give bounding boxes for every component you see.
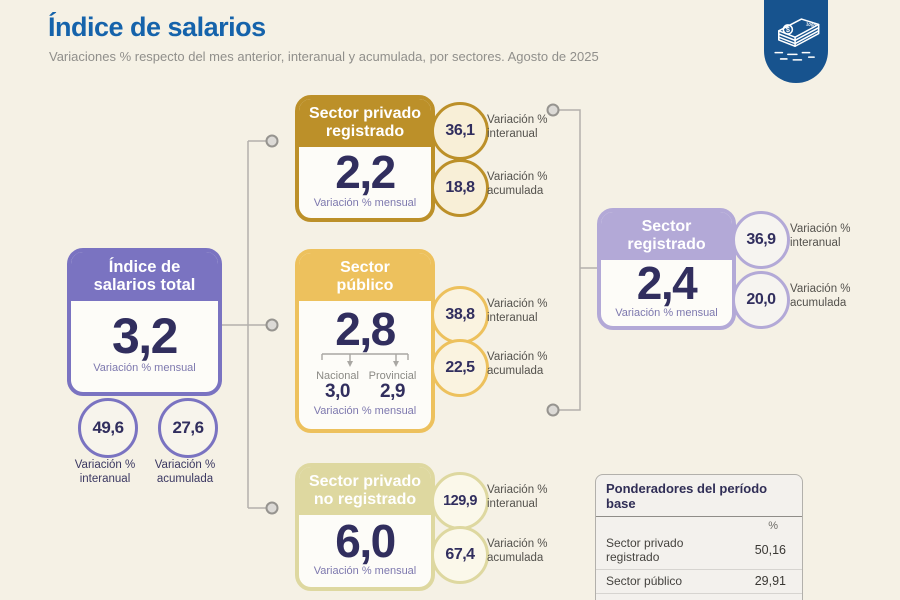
- sector-registrado-title: Sector registrado: [601, 212, 732, 260]
- sector-privado-registrado-box: Sector privado registrado 2,2 Variación …: [295, 95, 435, 222]
- provincial-value: 2,9: [380, 380, 405, 402]
- connector-dot: [546, 403, 560, 417]
- sector-publico-title: Sector público: [299, 253, 431, 301]
- connector-dot: [265, 501, 279, 515]
- registrado-interanual-circle: 36,9: [732, 211, 790, 269]
- privado-registrado-interanual-circle: 36,1: [431, 102, 489, 160]
- table-row: Sector privado no registrado 19,93: [596, 593, 802, 600]
- dollar-sign-glyph: $: [786, 25, 790, 34]
- privado-registrado-acumulada-circle: 18,8: [431, 159, 489, 217]
- provincial-column: Provincial 2,9: [365, 370, 420, 402]
- sector-privado-no-registrado-box: Sector privado no registrado 6,0 Variaci…: [295, 463, 435, 591]
- provincial-label: Provincial: [368, 369, 417, 382]
- no-registrado-interanual-circle: 129,9: [431, 472, 489, 530]
- registrado-monthly-label: Variación % mensual: [615, 307, 718, 320]
- total-interanual-circle: 49,6: [78, 398, 138, 458]
- breakdown-bracket: [321, 352, 409, 370]
- no-registrado-monthly-label: Variación % mensual: [313, 565, 417, 578]
- page-subtitle: Variaciones % respecto del mes anterior,…: [49, 49, 599, 64]
- privado-registrado-monthly-label: Variación % mensual: [313, 196, 417, 209]
- publico-breakdown: Nacional 3,0 Provincial 2,9: [310, 370, 420, 402]
- table-row: Sector privado registrado 50,16: [596, 532, 802, 569]
- no-registrado-interanual-label: Variación % interanual: [487, 484, 548, 510]
- registrado-acumulada-label: Variación % acumulada: [790, 283, 851, 309]
- nacional-value: 3,0: [325, 380, 350, 402]
- publico-interanual-label: Variación % interanual: [487, 298, 548, 324]
- publico-monthly-value: 2,8: [335, 303, 396, 356]
- total-monthly-value: 3,2: [111, 308, 179, 365]
- connector-dot: [546, 103, 560, 117]
- publico-acumulada-circle: 22,5: [431, 339, 489, 397]
- no-registrado-acumulada-label: Variación % acumulada: [487, 538, 548, 564]
- bill-denomination: 1000: [805, 21, 816, 28]
- registrado-acumulada-circle: 20,0: [732, 271, 790, 329]
- publico-interanual-circle: 38,8: [431, 286, 489, 344]
- row-value: 50,16: [754, 543, 786, 557]
- row-label: Sector público: [606, 574, 683, 588]
- total-interanual-label: Variación % interanual: [74, 459, 136, 486]
- nacional-column: Nacional 3,0: [310, 370, 365, 402]
- row-label: Sector privado registrado: [606, 536, 684, 564]
- sector-privado-no-registrado-title: Sector privado no registrado: [299, 467, 431, 515]
- connector-dot: [265, 318, 279, 332]
- nacional-label: Nacional: [316, 369, 359, 382]
- table-row: Sector público 29,91: [596, 569, 802, 593]
- no-registrado-acumulada-circle: 67,4: [431, 526, 489, 584]
- privado-registrado-monthly-value: 2,2: [335, 146, 396, 199]
- sector-publico-box: Sector público 2,8 Nacional 3,0 Provinci…: [295, 249, 435, 433]
- row-label: Sector privado no registrado: [606, 598, 743, 600]
- total-acumulada-circle: 27,6: [158, 398, 218, 458]
- sector-privado-registrado-title: Sector privado registrado: [299, 99, 431, 147]
- ponderadores-title: Ponderadores del período base: [596, 475, 802, 517]
- total-monthly-label: Variación % mensual: [93, 362, 196, 375]
- total-index-box: Índice de salarios total 3,2 Variación %…: [67, 248, 222, 396]
- row-value: 29,91: [754, 574, 786, 588]
- registrado-monthly-value: 2,4: [636, 256, 698, 309]
- publico-monthly-label: Variación % mensual: [313, 404, 417, 417]
- registrado-interanual-label: Variación % interanual: [790, 223, 851, 249]
- page-title: Índice de salarios: [48, 12, 266, 42]
- privado-registrado-acumulada-label: Variación % acumulada: [487, 171, 548, 197]
- total-index-title: Índice de salarios total: [71, 252, 218, 301]
- money-tab: $ 1000: [764, 0, 828, 83]
- ponderadores-table: Ponderadores del período base % Sector p…: [595, 474, 803, 600]
- connector-dot: [265, 134, 279, 148]
- money-stack-icon: $ 1000: [774, 18, 820, 61]
- total-acumulada-label: Variación % acumulada: [154, 459, 216, 486]
- percent-column-header: %: [768, 520, 778, 532]
- publico-acumulada-label: Variación % acumulada: [487, 351, 548, 377]
- privado-registrado-interanual-label: Variación % interanual: [487, 114, 548, 140]
- no-registrado-monthly-value: 6,0: [335, 514, 396, 567]
- sector-registrado-box: Sector registrado 2,4 Variación % mensua…: [597, 208, 736, 330]
- connector-line: [559, 109, 581, 411]
